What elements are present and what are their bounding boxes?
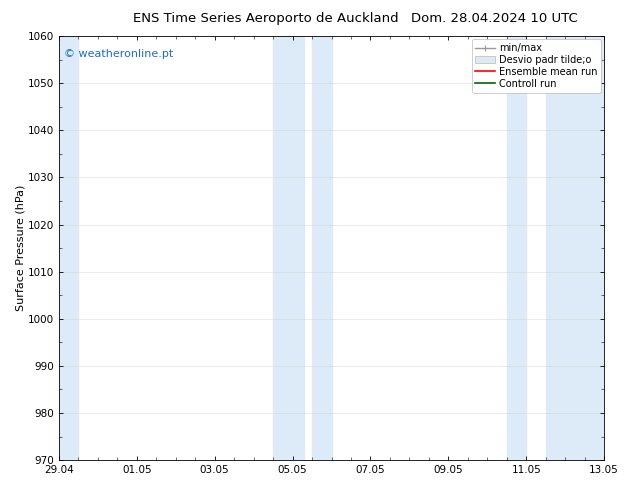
Bar: [507, 36, 526, 460]
Text: Dom. 28.04.2024 10 UTC: Dom. 28.04.2024 10 UTC: [411, 12, 578, 25]
Bar: [57, 36, 79, 460]
Legend: min/max, Desvio padr tilde;o, Ensemble mean run, Controll run: min/max, Desvio padr tilde;o, Ensemble m…: [472, 39, 601, 93]
Bar: [273, 36, 304, 460]
Bar: [312, 36, 332, 460]
Text: ENS Time Series Aeroporto de Auckland: ENS Time Series Aeroporto de Auckland: [134, 12, 399, 25]
Text: © weatheronline.pt: © weatheronline.pt: [64, 49, 174, 59]
Y-axis label: Surface Pressure (hPa): Surface Pressure (hPa): [15, 185, 25, 311]
Bar: [546, 36, 606, 460]
